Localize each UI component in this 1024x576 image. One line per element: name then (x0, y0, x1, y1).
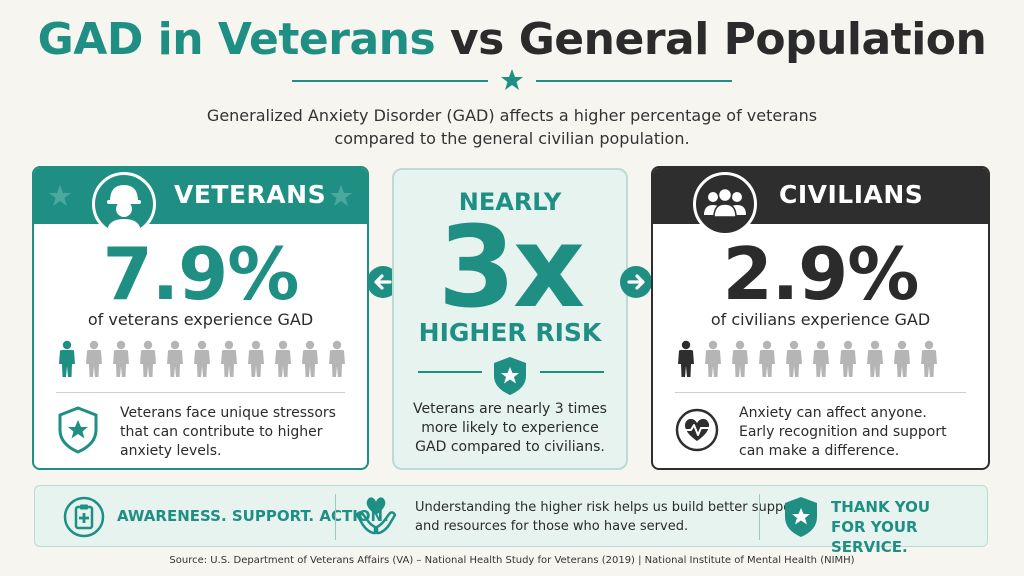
veterans-note-line: anxiety levels. (120, 443, 222, 459)
person-icon (275, 340, 291, 377)
civilians-note-line: Anxiety can affect anyone. (739, 405, 927, 421)
band-message: Understanding the higher risk helps us b… (415, 498, 802, 536)
higher-risk-label: HIGHER RISK (418, 318, 602, 347)
center-note-line: GAD compared to civilians. (415, 439, 605, 455)
divider (56, 392, 345, 393)
medical-clipboard-icon (63, 496, 105, 538)
divider (675, 392, 966, 393)
divider (759, 494, 760, 540)
arrow-right-icon (620, 266, 652, 298)
person-icon (705, 340, 721, 377)
civilians-header-label: CIVILIANS (779, 180, 924, 209)
person-icon (813, 340, 829, 377)
person-icon (59, 340, 75, 377)
center-note-line: Veterans are nearly 3 times (413, 401, 607, 417)
shield-star-icon (494, 357, 526, 395)
person-icon (732, 340, 748, 377)
person-icon (894, 340, 910, 377)
veterans-note: Veterans face unique stressors that can … (120, 404, 336, 461)
risk-comparison-panel: NEARLY 3x HIGHER RISK Veterans are nearl… (392, 168, 628, 470)
thank-you-line: FOR YOUR SERVICE. (831, 518, 918, 556)
intro-line-2: compared to the general civilian populat… (334, 129, 690, 148)
veterans-note-line: that can contribute to higher (120, 424, 323, 440)
awareness-slogan: AWARENESS. SUPPORT. ACTION. (117, 507, 389, 525)
center-note-line: more likely to experience (421, 420, 599, 436)
page-title: GAD in Veterans vs General Population (0, 14, 1024, 65)
title-part-veterans: GAD in Veterans (37, 14, 436, 65)
person-icon (759, 340, 775, 377)
civilians-people-row (675, 340, 940, 378)
person-icon (194, 340, 210, 377)
civilians-note-line: Early recognition and support (739, 424, 947, 440)
awareness-band: AWARENESS. SUPPORT. ACTION. Understandin… (34, 485, 988, 556)
person-icon (786, 340, 802, 377)
center-note: Veterans are nearly 3 times more likely … (394, 400, 626, 457)
hands-heart-icon (355, 497, 397, 535)
divider (540, 371, 604, 373)
person-icon (867, 340, 883, 377)
intro-line-1: Generalized Anxiety Disorder (GAD) affec… (206, 106, 818, 125)
veterans-note-line: Veterans face unique stressors (120, 405, 336, 421)
group-avatar (693, 172, 757, 236)
civilians-note: Anxiety can affect anyone. Early recogni… (739, 404, 947, 461)
band-message-line: Understanding the higher risk helps us b… (415, 500, 802, 515)
civilians-percent-label: of civilians experience GAD (710, 310, 931, 329)
person-icon (248, 340, 264, 377)
title-part-general: vs General Population (450, 14, 987, 65)
star-icon (501, 69, 523, 90)
civilians-percent: 2.9% (722, 232, 920, 316)
civilians-card: CIVILIANS 2.9% of civilians experience G… (651, 166, 990, 470)
person-icon (840, 340, 856, 377)
person-icon (921, 340, 937, 377)
divider (335, 494, 336, 540)
title-rule-left (292, 80, 488, 82)
veterans-card: VETERANS 7.9% of veterans experience GAD… (32, 166, 369, 470)
people-group-icon (704, 187, 746, 218)
thank-you-message: THANK YOU FOR YOUR SERVICE. (831, 497, 987, 557)
heart-pulse-icon (675, 408, 719, 452)
star-icon (49, 185, 71, 206)
person-icon (221, 340, 237, 377)
intro-text: Generalized Anxiety Disorder (GAD) affec… (0, 104, 1024, 150)
veterans-people-row (56, 340, 348, 378)
person-icon (113, 340, 129, 377)
nearly-label: NEARLY (458, 188, 562, 216)
person-icon (167, 340, 183, 377)
veterans-card-header: VETERANS (34, 168, 367, 224)
band-message-line: and resources for those who have served. (415, 519, 689, 534)
person-icon (302, 340, 318, 377)
divider (418, 371, 482, 373)
shield-star-icon (58, 406, 98, 454)
veterans-percent-label: of veterans experience GAD (87, 310, 314, 329)
person-icon (678, 340, 694, 377)
shield-star-icon (785, 497, 817, 537)
veterans-percent: 7.9% (102, 232, 300, 316)
veterans-header-label: VETERANS (174, 180, 327, 209)
thank-you-line: THANK YOU (831, 498, 931, 516)
arrow-left-icon (367, 266, 399, 298)
person-icon (86, 340, 102, 377)
person-icon (329, 340, 345, 377)
star-icon (330, 185, 352, 206)
soldier-icon (107, 185, 141, 233)
title-rule-right (536, 80, 732, 82)
risk-multiplier: 3x (437, 203, 585, 333)
person-icon (140, 340, 156, 377)
soldier-avatar (92, 172, 156, 236)
civilians-note-line: can make a difference. (739, 443, 900, 459)
source-citation: Source: U.S. Department of Veterans Affa… (169, 555, 855, 566)
